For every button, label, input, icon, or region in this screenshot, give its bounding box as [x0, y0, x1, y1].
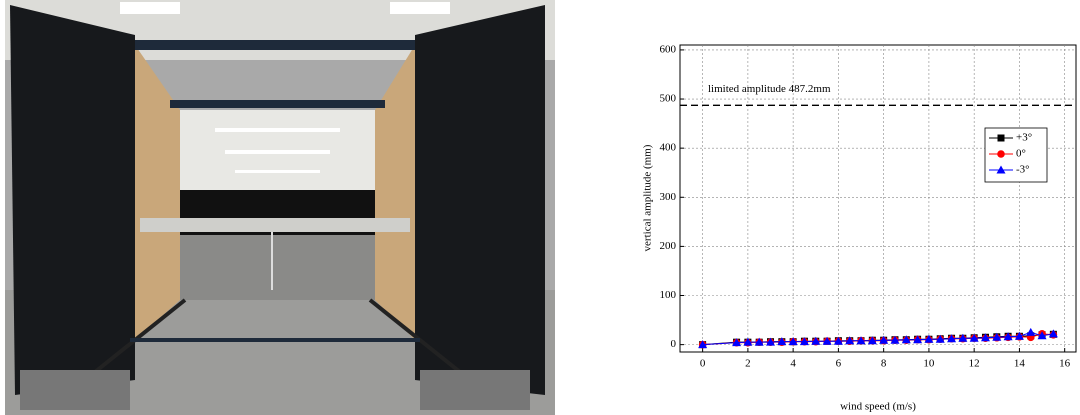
y-axis-label: vertical amplitude (mm) [642, 144, 654, 251]
x-tick-label: 10 [923, 358, 935, 370]
y-tick-label: 0 [671, 338, 677, 350]
y-tick-label: 500 [660, 93, 677, 105]
y-tick-label: 300 [660, 191, 677, 203]
legend-label: +3° [1016, 132, 1032, 144]
x-axis-label: wind speed (m/s) [840, 401, 916, 413]
series-line [703, 334, 1054, 345]
x-tick-label: 14 [1014, 358, 1026, 370]
marker [998, 135, 1005, 142]
x-tick-label: 2 [745, 358, 751, 370]
x-tick-label: 8 [881, 358, 887, 370]
x-tick-label: 12 [969, 358, 980, 370]
x-tick-label: 0 [700, 358, 706, 370]
marker [1026, 328, 1035, 336]
figure: 0 100 200 300 400 500 600 0 2 4 6 8 10 12 14 16 limited … [0, 0, 1080, 415]
x-tick-label: 16 [1059, 358, 1071, 370]
y-tick-label: 600 [660, 43, 677, 55]
x-tick-label: 4 [790, 358, 796, 370]
marker [997, 150, 1005, 158]
wind-tunnel-photo [5, 0, 555, 415]
y-tick-label: 400 [660, 142, 677, 154]
y-tick-label: 100 [660, 289, 677, 301]
y-tick-label: 200 [660, 240, 677, 252]
annotation: limited amplitude 487.2mm [708, 83, 831, 95]
series-line [703, 334, 1054, 344]
page: 0 100 200 300 400 500 600 0 2 4 6 8 10 12 14 16 limited … [0, 0, 1080, 415]
legend-label: 0° [1016, 148, 1026, 160]
legend-label: -3° [1016, 164, 1030, 176]
chart: 0 100 200 300 400 500 600 0 2 4 6 8 10 12 14 16 limited … [660, 43, 1077, 369]
x-tick-label: 6 [836, 358, 842, 370]
